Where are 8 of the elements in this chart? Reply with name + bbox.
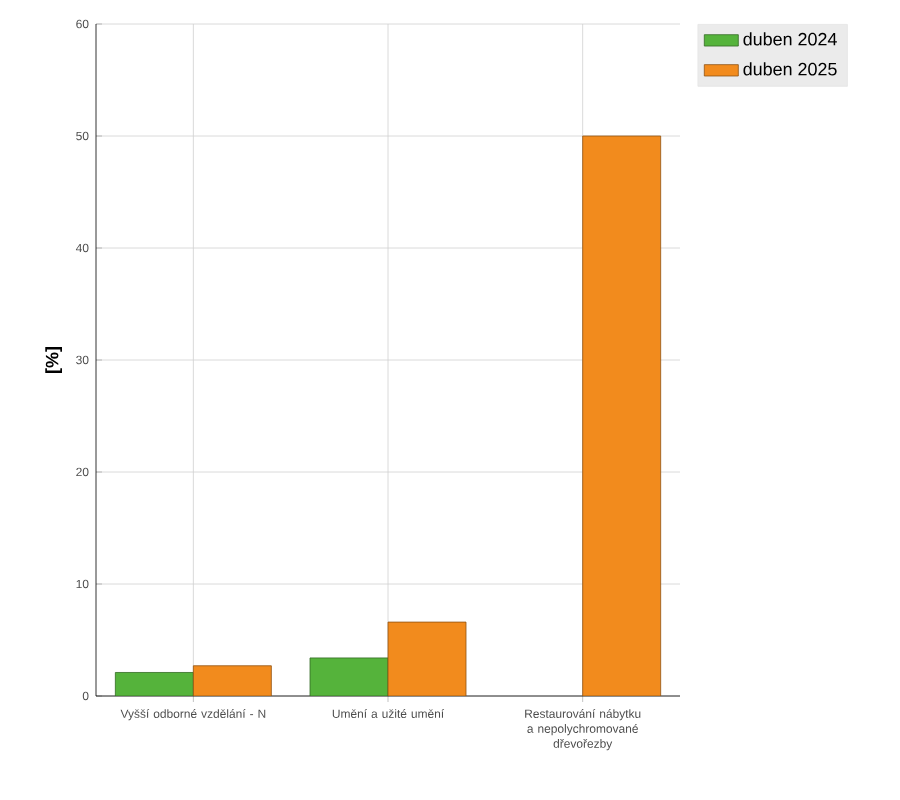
bar bbox=[387, 621, 467, 696]
legend-label: duben 2024 bbox=[743, 32, 837, 46]
bar bbox=[582, 135, 662, 696]
bar bbox=[192, 665, 272, 696]
y-axis-title: [%] bbox=[45, 347, 62, 373]
legend-label: duben 2025 bbox=[743, 62, 837, 76]
bar bbox=[309, 657, 389, 696]
bar bbox=[115, 672, 194, 696]
